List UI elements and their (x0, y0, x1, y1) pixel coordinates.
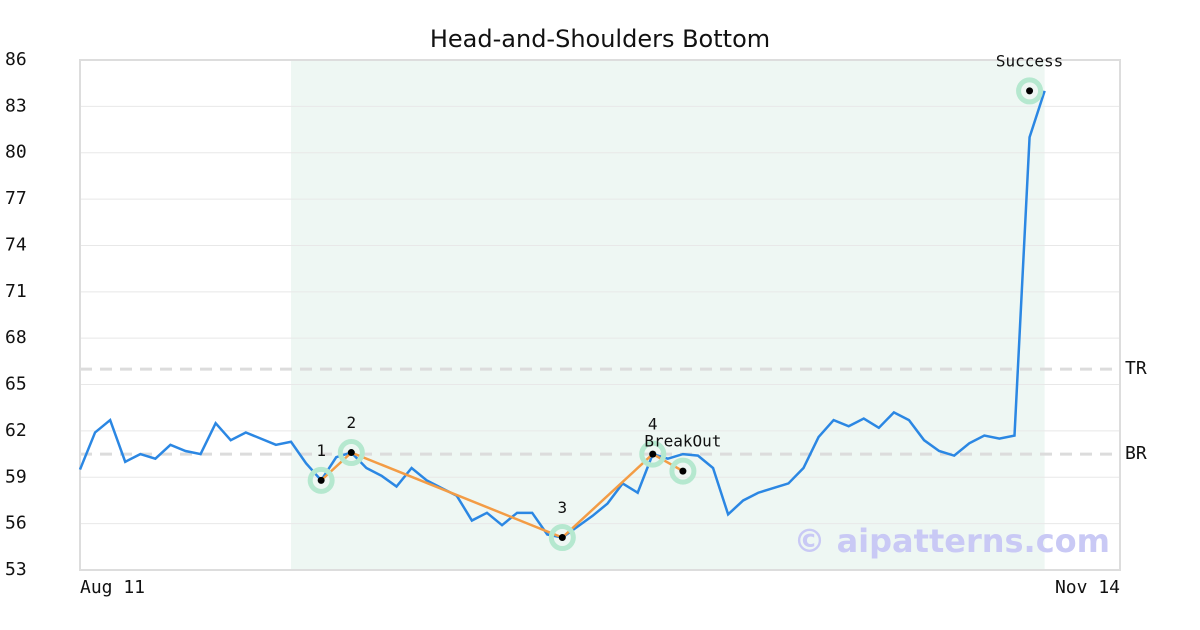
y-tick-label: 74 (5, 234, 27, 255)
y-tick-label: 53 (5, 559, 27, 580)
pattern-label: 1 (316, 441, 326, 460)
y-tick-label: 80 (5, 142, 27, 163)
shaded-region (291, 60, 1045, 570)
pattern-point (1026, 87, 1034, 95)
pattern-point (649, 450, 657, 458)
y-tick-label: 56 (5, 513, 27, 534)
pattern-halo (548, 524, 576, 552)
level-label: BR (1125, 443, 1147, 464)
pattern-label: 3 (557, 498, 567, 517)
x-tick-label: Aug 11 (80, 577, 145, 598)
y-tick-label: 86 (5, 49, 27, 70)
pattern-halo (307, 466, 335, 494)
pattern-label: Success (996, 51, 1063, 70)
y-tick-label: 71 (5, 281, 27, 302)
y-tick-label: 68 (5, 327, 27, 348)
level-label: TR (1125, 358, 1147, 379)
y-tick-label: 77 (5, 188, 27, 209)
x-tick-label: Nov 14 (1055, 577, 1120, 598)
pattern-halo (669, 457, 697, 485)
pattern-halo (1016, 77, 1044, 105)
pattern-point (347, 449, 355, 457)
chart-title: Head-and-Shoulders Bottom (430, 25, 770, 53)
watermark: © aipatterns.com (793, 522, 1110, 560)
pattern-halo (337, 439, 365, 467)
y-tick-label: 62 (5, 420, 27, 441)
pattern-halo (639, 440, 667, 468)
pattern-label: BreakOut (644, 432, 721, 451)
pattern-label: 4 (648, 415, 658, 434)
y-tick-label: 59 (5, 466, 27, 487)
pattern-point (679, 467, 687, 475)
y-tick-label: 65 (5, 374, 27, 395)
pattern-label: 2 (346, 413, 356, 432)
y-tick-label: 83 (5, 95, 27, 116)
plot-frame (79, 59, 1121, 571)
pattern-point (558, 534, 566, 542)
pattern-point (317, 476, 325, 484)
